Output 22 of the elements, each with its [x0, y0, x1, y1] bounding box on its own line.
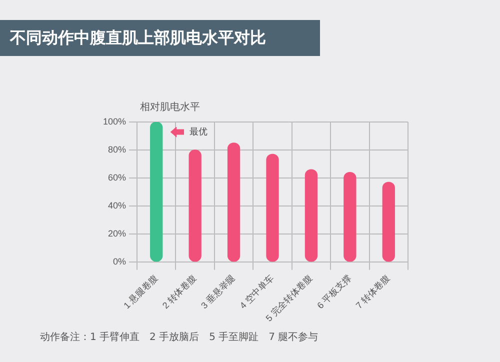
x-tick-label: 1 悬腿卷腹 [122, 272, 160, 311]
bar [227, 142, 240, 262]
y-tick-label: 80% [108, 144, 126, 154]
x-tick-label: 6 平板支撑 [315, 272, 354, 311]
y-tick-label: 20% [108, 228, 126, 238]
annotation: 最优 [189, 126, 208, 138]
bar [304, 169, 318, 262]
chart-title: 不同动作中腹直肌上部肌电水平对比 [0, 20, 320, 56]
y-axis-title: 相对肌电水平 [140, 100, 200, 114]
y-tick-label: 0% [113, 256, 126, 266]
x-tick-label: 2 转体卷腹 [160, 272, 198, 311]
y-tick-label: 60% [108, 172, 126, 182]
x-tick-label: 3 垂悬举腿 [199, 272, 237, 311]
text: 动作备注：1 手臂伸直 2 手放脑后 5 手至脚趾 7 腿不参与 [40, 330, 318, 344]
y-tick-label: 40% [108, 200, 126, 210]
bar [344, 172, 356, 262]
bar [382, 182, 395, 262]
bar [188, 150, 202, 262]
y-tick-label: 100% [102, 116, 126, 126]
x-tick-label: 7 转体卷腹 [354, 272, 392, 311]
bar [150, 122, 163, 262]
bar [266, 154, 279, 262]
